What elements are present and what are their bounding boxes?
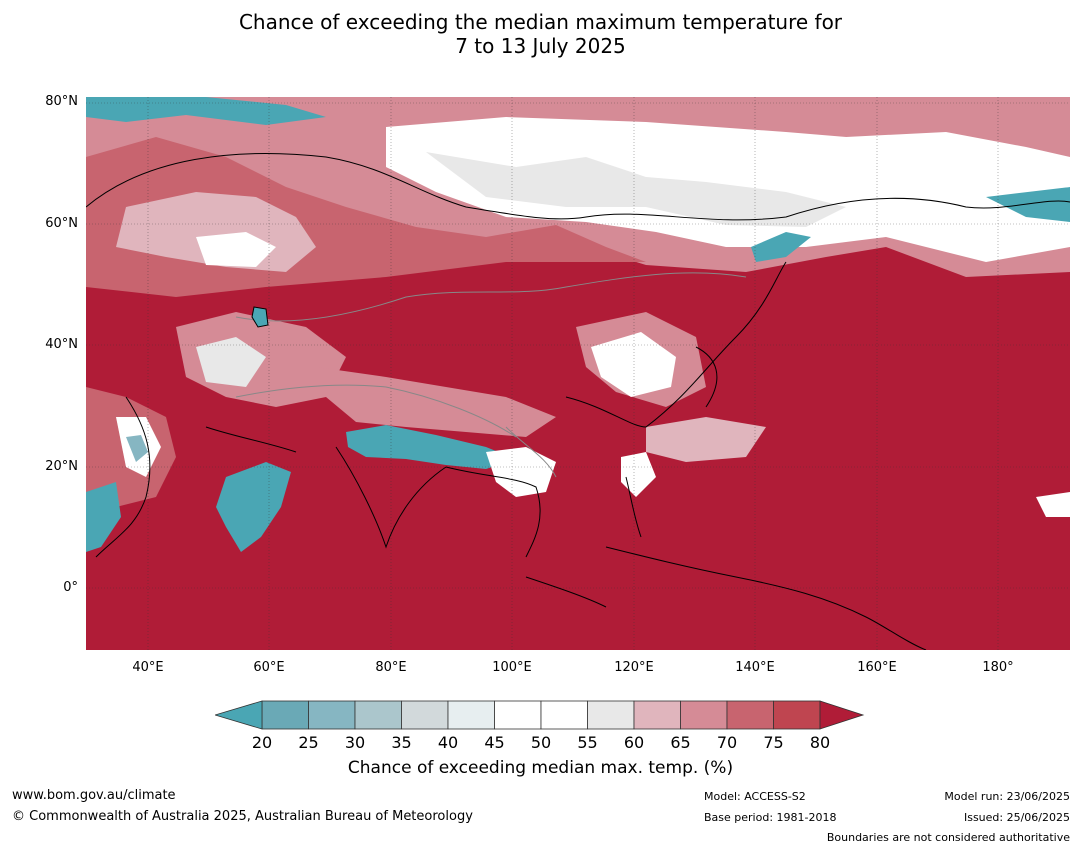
colorbar-low-extend: [215, 700, 263, 730]
colorbar-cell: [354, 700, 402, 730]
colorbar-tick-label: 45: [484, 733, 505, 752]
colorbar-tick-label: 70: [716, 733, 738, 752]
lon-label-180: 180°: [982, 660, 1014, 675]
copyright-text: © Commonwealth of Australia 2025, Austra…: [12, 809, 473, 824]
region-caspian-white: [196, 337, 266, 387]
colorbar-cell: [726, 700, 774, 730]
chart-title-line1: Chance of exceeding the median maximum t…: [238, 10, 843, 34]
lon-label-80e: 80°E: [375, 660, 407, 675]
colorbar-tick-label: 60: [623, 733, 645, 752]
lon-label-160e: 160°E: [857, 660, 897, 675]
lon-label-60e: 60°E: [253, 660, 285, 675]
colorbar-cell: [447, 700, 495, 730]
colorbar-cell: [540, 700, 588, 730]
colorbar-tick-label: 20: [251, 733, 273, 752]
region-arabia-teal: [126, 435, 148, 462]
lon-label-120e: 120°E: [614, 660, 654, 675]
colorbar-tick-label: 35: [391, 733, 412, 752]
colorbar-cell: [494, 700, 542, 730]
lon-label-100e: 100°E: [492, 660, 532, 675]
graticule: [86, 97, 1070, 650]
region-okhotsk-teal: [751, 232, 811, 262]
region-western-pacific-white: [1036, 492, 1070, 517]
website-link[interactable]: www.bom.gov.au/climate: [12, 788, 176, 803]
borders: [235, 272, 747, 478]
model-text: Model: ACCESS-S2: [704, 790, 806, 803]
colorbar: [215, 700, 865, 730]
colorbar-cell: [308, 700, 356, 730]
lat-label-40n: 40°N: [45, 337, 78, 352]
region-tibet-pink: [316, 367, 556, 437]
lat-label-80n: 80°N: [45, 94, 78, 109]
colorbar-tick-label: 40: [437, 733, 459, 752]
region-ne-china-white: [591, 332, 676, 397]
colorbar-cell: [680, 700, 728, 730]
region-arabian-sea-teal: [216, 462, 291, 552]
region-east-china-sea-pink: [646, 417, 766, 462]
caspian-sea: [251, 306, 269, 328]
base-period-text: Base period: 1981-2018: [704, 811, 837, 824]
region-arctic-teal-east: [986, 187, 1070, 222]
colorbar-tick-label: 75: [763, 733, 784, 752]
colorbar-tick-label: 55: [577, 733, 598, 752]
lat-label-20n: 20°N: [45, 459, 78, 474]
region-chukotka-white: [846, 132, 1070, 192]
coastlines: [86, 153, 1070, 650]
colorbar-cell: [633, 700, 681, 730]
colorbar-tick-label: 65: [670, 733, 691, 752]
region-luzon-white: [621, 452, 656, 497]
lat-label-0: 0°: [63, 580, 78, 595]
colorbar-tick-label: 30: [344, 733, 366, 752]
region-europe-white: [196, 232, 276, 267]
colorbar-cell: [587, 700, 635, 730]
lat-label-60n: 60°N: [45, 216, 78, 231]
lon-label-40e: 40°E: [132, 660, 164, 675]
region-himalaya-teal: [346, 425, 516, 469]
region-indochina-white: [486, 447, 556, 497]
colorbar-cell: [261, 700, 309, 730]
model-run-text: Model run: 23/06/2025: [944, 790, 1070, 803]
colorbar-tick-label: 25: [298, 733, 319, 752]
chart-title-line2: 7 to 13 July 2025: [455, 34, 626, 58]
region-arctic-teal-west: [86, 97, 326, 125]
region-africa-teal: [86, 482, 121, 552]
colorbar-high-extend: [819, 700, 865, 730]
disclaimer-text: Boundaries are not considered authoritat…: [826, 831, 1070, 844]
lon-label-140e: 140°E: [735, 660, 775, 675]
colorbar-cell: [401, 700, 449, 730]
issued-text: Issued: 25/06/2025: [963, 811, 1070, 824]
temperature-map: [86, 97, 1070, 650]
region-siberia-grey: [426, 152, 846, 227]
colorbar-title: Chance of exceeding median max. temp. (%…: [347, 758, 734, 778]
colorbar-cell: [773, 700, 821, 730]
colorbar-tick-label: 50: [530, 733, 552, 752]
colorbar-tick-label: 80: [809, 733, 831, 752]
